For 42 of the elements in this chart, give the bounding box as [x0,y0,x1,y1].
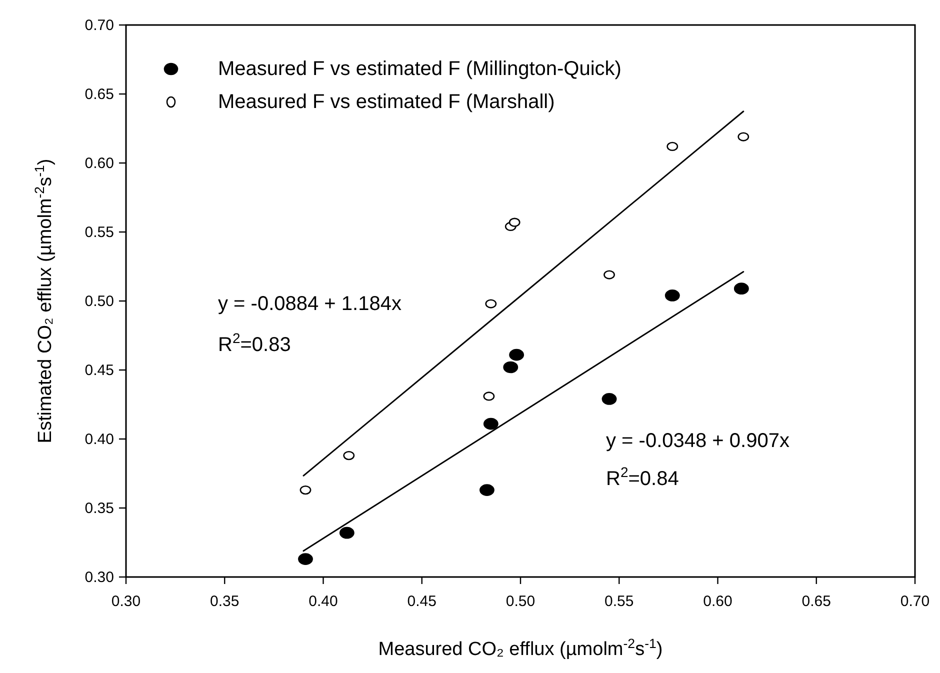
point [666,142,678,151]
point [604,270,615,280]
point [298,553,313,565]
y-tick-label: 0.45 [84,362,114,379]
x-tick-label: 0.35 [210,593,240,610]
x-tick-label: 0.70 [900,593,930,610]
point [509,348,524,361]
y-tick-label: 0.55 [84,224,114,241]
point [479,484,494,496]
x-tick-label: 0.55 [604,593,634,610]
point [485,299,497,308]
legend-label: Measured F vs estimated F (Millington-Quick) [218,58,622,80]
point [738,132,750,142]
x-tick-label: 0.60 [703,593,732,610]
annotation: R$^{2}$=0.84 [606,464,679,490]
point [339,526,354,539]
point [343,451,355,460]
point [734,282,749,294]
x-tick-label: 0.30 [111,593,141,610]
point [483,392,495,401]
y-tick-label: 0.50 [84,293,114,310]
point [483,418,498,430]
x-tick-label: 0.50 [506,593,536,610]
y-tick-label: 0.65 [84,86,114,103]
y-tick-label: 0.70 [84,17,114,34]
y-tick-label: 0.60 [84,155,114,172]
legend-label: Measured F vs estimated F (Marshall) [218,91,555,113]
annotation: R$^{2}$=0.83 [218,330,291,356]
point [508,218,520,227]
annotation: y = -0.0884 + 1.184x [218,293,402,315]
point [664,290,680,302]
y-tick-label: 0.30 [84,569,114,586]
x-tick-label: 0.40 [308,593,338,610]
annotation: y = -0.0348 + 0.907x [606,430,790,452]
x-tick-label: 0.45 [407,593,436,610]
y-tick-label: 0.40 [84,431,114,448]
point [602,393,617,405]
point [503,361,518,374]
x-tick-label: 0.65 [802,593,831,610]
point [300,486,312,495]
y-tick-label: 0.35 [84,500,114,517]
x-axis-title: Measured CO₂ efflux (µmolm$^{-2}$s$^{-1}$) [378,636,663,660]
